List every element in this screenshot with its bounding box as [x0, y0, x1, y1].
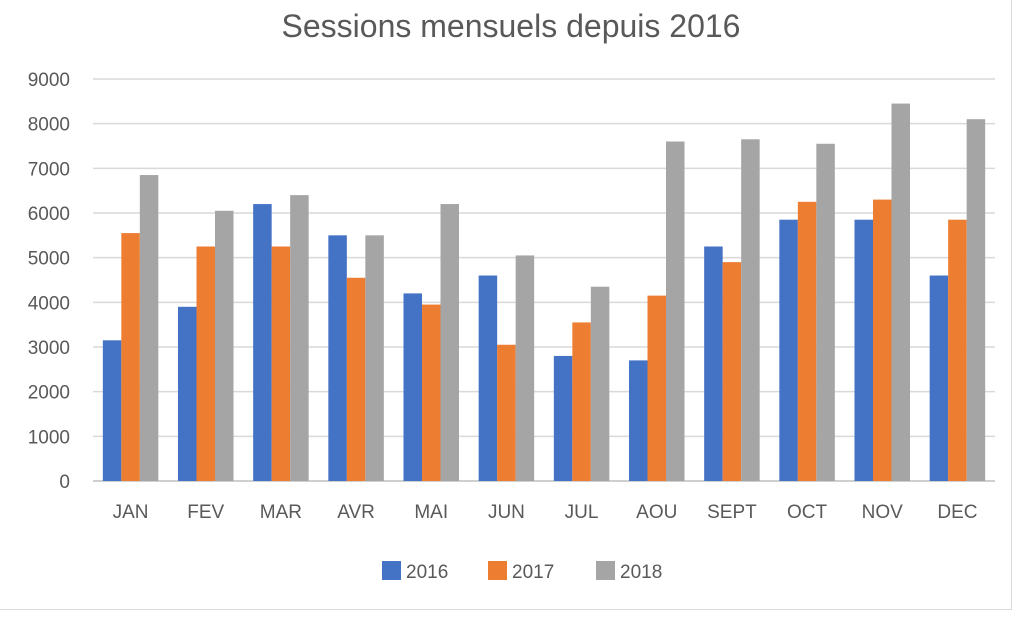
y-tick-label: 5000	[28, 249, 70, 270]
bar-2016-avr	[328, 235, 347, 481]
bar-2016-sept	[704, 246, 723, 481]
x-axis-ticks: JAN FEV MAR AVR MAI JUN JUL AOU SEPT OCT NOV DEC	[113, 502, 978, 523]
y-tick-label: 8000	[28, 115, 70, 136]
x-tick-label: MAR	[260, 502, 302, 523]
y-tick-label: 9000	[28, 70, 70, 91]
y-tick-label: 0	[59, 472, 70, 493]
y-tick-label: 7000	[28, 159, 70, 180]
bar-2017-jun	[497, 344, 516, 481]
x-tick-label: FEV	[187, 502, 224, 523]
chart-svg: 0 1000 2000 3000 4000 5000 6000 7000 8000 9000 JA…	[28, 70, 995, 583]
x-tick-label: AOU	[636, 502, 677, 523]
legend-label-2017: 2017	[512, 562, 554, 583]
bar-2018-sept	[741, 139, 760, 482]
bars	[102, 103, 986, 482]
bar-2016-mai	[403, 293, 422, 481]
bar-2018-avr	[365, 235, 384, 481]
gridlines	[93, 78, 995, 482]
legend-label-2016: 2016	[406, 562, 448, 583]
bar-2017-fev	[196, 246, 215, 481]
chart-title: Sessions mensuels depuis 2016	[281, 8, 741, 44]
bar-2018-fev	[215, 210, 234, 481]
legend-swatch-2018	[596, 561, 615, 580]
bar-2017-nov	[873, 199, 892, 481]
bar-2017-oct	[797, 201, 817, 482]
bar-2016-fev	[178, 306, 197, 481]
bar-2018-mai	[440, 204, 459, 482]
bar-2018-dec	[966, 119, 986, 481]
bar-2018-jul	[590, 286, 610, 481]
bar-2017-jan	[121, 233, 140, 481]
y-tick-label: 4000	[28, 293, 70, 314]
x-tick-label: JUN	[488, 502, 525, 523]
bar-2016-jan	[102, 340, 122, 481]
y-tick-label: 6000	[28, 204, 70, 225]
bar-2016-oct	[779, 219, 798, 481]
x-tick-label: SEPT	[707, 502, 757, 523]
bar-2017-mai	[422, 304, 441, 481]
bar-2018-mar	[290, 195, 309, 481]
y-tick-label: 1000	[28, 427, 70, 448]
x-tick-label: JUL	[565, 502, 599, 523]
x-tick-label: MAI	[414, 502, 448, 523]
bar-2016-jun	[478, 275, 498, 481]
bar-2016-nov	[854, 219, 873, 481]
x-tick-label: NOV	[862, 502, 904, 523]
bar-2017-jul	[572, 322, 591, 481]
bar-2018-oct	[816, 143, 835, 481]
bar-2018-jun	[515, 255, 535, 481]
bar-2018-nov	[891, 103, 910, 482]
bar-2016-mar	[253, 204, 272, 482]
x-tick-label: AVR	[337, 502, 375, 523]
y-tick-label: 3000	[28, 338, 70, 359]
bar-2017-sept	[722, 262, 742, 481]
legend-swatch-2016	[382, 561, 401, 580]
legend-label-2018: 2018	[620, 562, 662, 583]
bar-2016-jul	[553, 355, 573, 481]
bar-2018-jan	[139, 175, 159, 482]
legend-swatch-2017	[488, 561, 507, 580]
x-tick-label: DEC	[937, 502, 977, 523]
bar-2017-dec	[948, 219, 967, 481]
chart-frame: Sessions mensuels depuis 2016 0 1000 2000 3…	[0, 0, 1012, 610]
bar-2018-aou	[666, 141, 685, 482]
x-tick-label: JAN	[113, 502, 149, 523]
x-tick-label: OCT	[787, 502, 828, 523]
y-axis-ticks: 0 1000 2000 3000 4000 5000 6000 7000 8000 9000	[28, 70, 70, 493]
y-tick-label: 2000	[28, 383, 70, 404]
bar-2016-aou	[629, 360, 648, 481]
legend: 2016 2017 2018	[382, 561, 662, 583]
bar-2017-aou	[647, 295, 666, 481]
bar-2017-mar	[271, 246, 291, 481]
bar-2017-avr	[346, 277, 366, 481]
bar-2016-dec	[929, 275, 949, 481]
